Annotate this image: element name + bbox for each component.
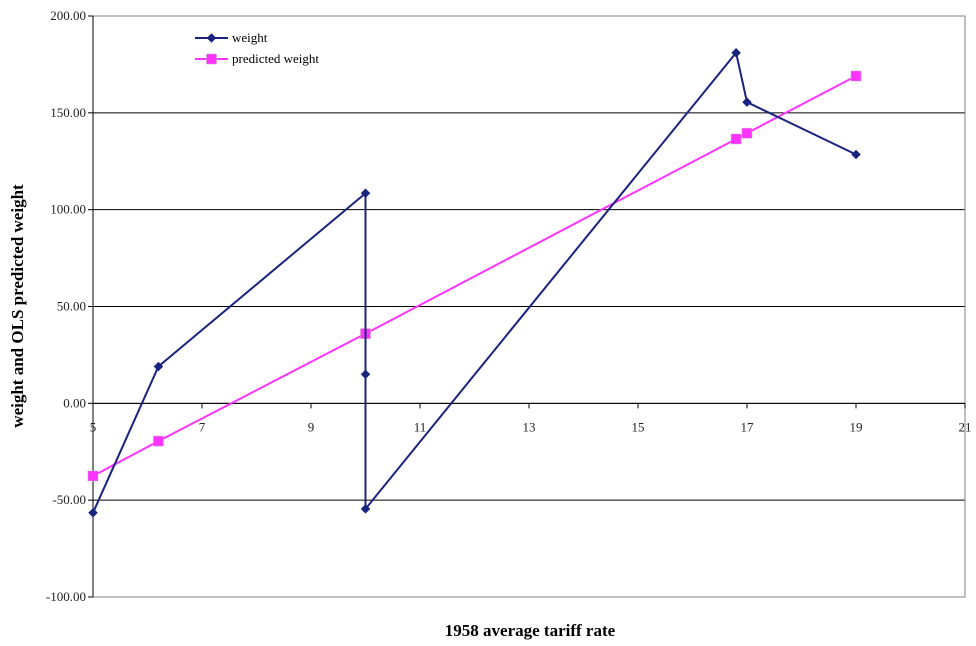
legend-entry: predicted weight [195,51,319,66]
data-point [742,97,752,108]
data-point [360,188,371,199]
series-line [92,75,857,477]
x-tick-label: 7 [199,419,206,434]
legend-marker [206,33,217,43]
legend-entry: weight [195,30,268,45]
y-tick-label: 100.00 [50,202,86,217]
x-tick-label: 17 [741,419,755,434]
data-point [87,470,99,482]
y-tick-label: 50.00 [57,299,86,314]
y-axis-title: weight and OLS predicted weight [8,184,27,428]
x-tick-label: 11 [414,419,427,434]
legend-layer: weight predicted weight [195,30,319,66]
data-point [360,369,371,380]
data-point [851,149,861,160]
data-point [741,127,753,139]
x-tick-label: 9 [308,419,315,434]
x-tick-label: 13 [523,419,536,434]
data-point [730,133,742,145]
data-point [153,361,164,372]
x-tick-label: 21 [959,419,972,434]
y-tick-label: 0.00 [63,395,86,410]
x-tick-label: 5 [90,419,97,434]
series-weight [88,47,861,518]
data-point [360,504,371,514]
x-tick-label: 19 [850,419,863,434]
x-axis-title: 1958 average tariff rate [445,621,616,640]
y-tick-label: 150.00 [50,105,86,120]
x-tick-label: 15 [632,419,645,434]
legend-marker [206,53,217,65]
series-layer [87,47,862,518]
series-line [92,50,857,514]
data-point [88,507,98,518]
data-point [153,435,164,447]
data-point [850,70,862,82]
y-tick-label: -100.00 [46,589,86,604]
legend-label: weight [232,30,268,45]
data-point [731,47,741,58]
ticks-layer: -100.00 -50.00 0.00 50.00 100.00 150.00 200.00… [46,8,972,604]
y-tick-label: -50.00 [52,492,86,507]
y-tick-label: 200.00 [50,8,86,23]
legend-label: predicted weight [232,51,319,66]
